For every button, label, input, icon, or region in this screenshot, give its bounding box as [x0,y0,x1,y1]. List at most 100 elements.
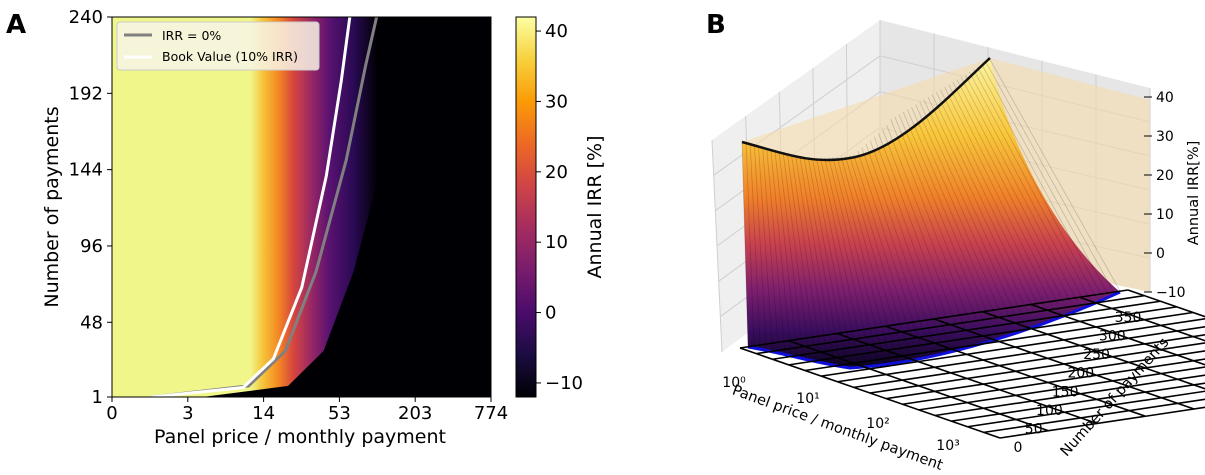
mesh-line [923,99,1022,313]
floor-line [1127,289,1205,318]
mesh-line [989,59,1121,292]
mesh-line [762,148,780,356]
mesh-line [894,116,978,323]
mesh-line [869,140,941,341]
y-tick-label: 240 [69,7,103,28]
mesh-line [754,145,767,353]
colorbar-tick-label: 10 [545,232,568,253]
mesh-line [766,149,786,358]
mesh-line [745,143,755,349]
x-tick-label-3d: 10³ [936,438,959,454]
gridline [713,55,881,176]
y-tick-label: 192 [69,83,103,104]
legend: IRR = 0% Book Value (10% IRR) [116,21,320,71]
mesh-line [791,155,823,365]
z-tick-label-3d: 40 [1156,90,1174,106]
mesh-line [849,155,910,354]
y-axis-ticks: 1 48 96 144 192 240 [69,7,112,408]
mesh-line [911,106,1003,317]
contour-irr-zero [151,17,379,397]
y-tick-label-3d: 150 [1052,384,1079,400]
y-tick-label-3d: 50 [1025,421,1043,437]
mesh-line [844,155,904,356]
mesh-line [973,69,1096,297]
heatmap-panel: 0 3 14 53 203 774 1 48 96 144 192 240 Panel price … [41,7,606,448]
mesh-line [952,81,1065,304]
panel-label-b: B [706,10,726,40]
surface [742,58,1120,368]
y-tick-label-3d: 250 [1083,347,1110,363]
mesh-line [964,74,1084,300]
floor-line [982,310,1205,390]
legend-label-irr-zero: IRR = 0% [162,28,221,43]
mesh-line [803,157,842,368]
mesh-line [906,109,997,318]
colorbar-tick-label: 30 [545,91,568,112]
floor-line [1079,296,1205,342]
x-tick-label: 774 [474,403,508,424]
mesh-line [919,101,1015,314]
mesh-line [981,64,1108,294]
mesh-line [749,144,761,351]
mesh-line [774,151,798,361]
surface-mesh [741,59,1121,369]
mesh-line [948,84,1059,305]
mesh-line [968,71,1090,298]
legend-box [116,21,320,71]
y-tick-label-3d: 350 [1115,310,1142,326]
mesh-line [890,119,972,326]
mesh-line [778,152,805,362]
x-axis-label: Panel price / monthly payment [154,426,446,448]
mesh-line [935,91,1040,309]
floor-grid [739,289,1205,439]
x-tick-label: 203 [398,403,432,424]
heatmap-region [112,17,414,397]
floor-line [885,325,1146,418]
mesh-line [940,89,1046,308]
colorbar: 40 30 20 10 0 −10 Annual IRR [%] [515,16,606,398]
z-tick-label-3d: 10 [1156,207,1174,223]
mesh-line [861,147,929,347]
colorbar-ticks: 40 30 20 10 0 −10 [536,21,583,394]
x-tick-label-3d: 10¹ [796,391,819,407]
mesh-line [816,157,860,369]
mesh-line [782,153,811,363]
mesh-line [902,111,991,320]
colorbar-tick-label: 40 [545,21,568,42]
mesh-line [865,143,935,344]
mesh-line [882,128,960,332]
z-axis-ticks-3d: −10 0 10 20 30 40 [1144,90,1186,301]
mesh-line [977,66,1102,296]
floor-line [933,318,1195,410]
x-tick-label: 14 [252,403,275,424]
floor-line [788,339,1049,432]
y-tick-label: 144 [69,160,103,181]
mesh-line [787,154,817,364]
x-tick-label-3d: 10⁰ [722,375,746,391]
mesh-line [758,147,774,354]
mesh-line [741,141,749,348]
surface-top-edge [741,57,991,162]
x-axis-ticks-3d: 10⁰ 10¹ 10² 10³ [722,375,959,454]
colorbar-label: Annual IRR [%] [584,135,606,278]
mesh-line [956,79,1071,302]
mesh-line [840,156,898,359]
z-tick-label-3d: 30 [1156,129,1174,145]
floor-line [1030,303,1205,366]
y-axis-ticks-3d: 050 100 150 200 250 300 350 [1014,310,1142,456]
mesh-line [898,114,984,321]
panel-label-a: A [6,10,26,40]
mesh-line [824,157,873,366]
mesh-line [878,132,953,335]
colorbar-bar [515,16,537,398]
mesh-line [915,104,1009,316]
mesh-line [873,136,947,338]
contour-book-value [151,17,352,397]
y-tick-label-3d: 300 [1099,329,1126,345]
z-axis-label-3d: Annual IRR[%] [1186,141,1202,246]
legend-label-book-value: Book Value (10% IRR) [162,49,298,64]
x-axis-ticks: 0 3 14 53 203 774 [106,397,508,424]
mesh-line [795,156,829,366]
